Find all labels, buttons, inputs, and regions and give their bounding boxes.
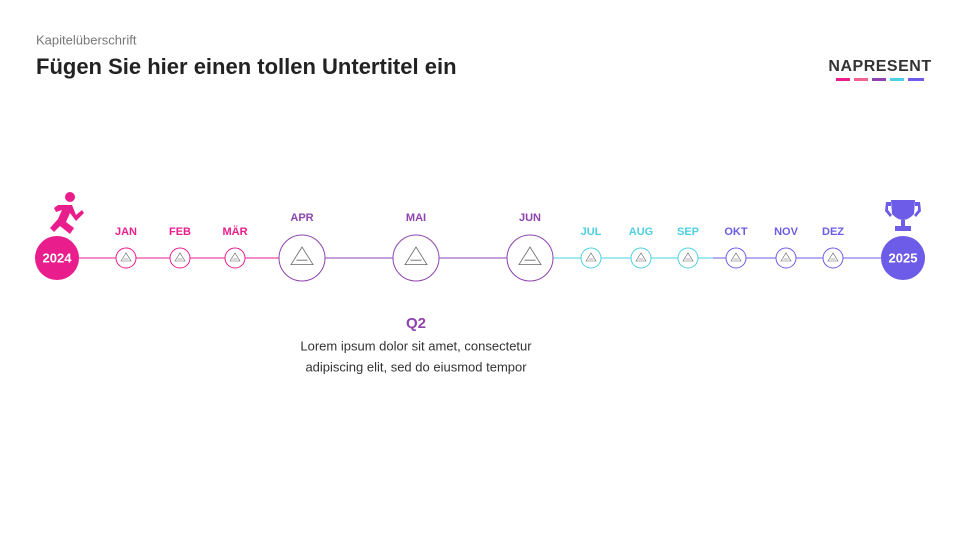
month-label: JAN (115, 226, 137, 238)
month-icon (120, 252, 132, 262)
highlight-line: Lorem ipsum dolor sit amet, consectetur (300, 338, 532, 353)
month-label: MÄR (222, 225, 247, 238)
month-node (580, 247, 602, 269)
month-icon (780, 252, 792, 262)
months: JAN FEB MÄR APR MAI JUN JUL AUG SEP OKT NOV DEZ (115, 212, 844, 282)
end-year: 2025 (889, 250, 918, 265)
logo-text: NAPRESENT (828, 58, 931, 75)
month-label: SEP (677, 226, 699, 238)
month-node (278, 234, 326, 282)
month-label: FEB (169, 226, 191, 238)
month-node (725, 247, 747, 269)
title: Fügen Sie hier einen tollen Untertitel e… (36, 54, 457, 79)
month-icon (682, 252, 694, 262)
month-node (775, 247, 797, 269)
highlight-title: Q2 (406, 315, 426, 332)
month-node (115, 247, 137, 269)
logo: NAPRESENT (828, 58, 931, 81)
month-icon (518, 246, 542, 265)
month-node (224, 247, 246, 269)
kicker: Kapitelüberschrift (36, 32, 137, 47)
month-node (822, 247, 844, 269)
start-year: 2024 (43, 250, 73, 265)
logo-bar (908, 78, 924, 81)
month-label: APR (290, 212, 313, 224)
month-icon (585, 252, 597, 262)
month-icon (174, 252, 186, 262)
month-node (677, 247, 699, 269)
month-label: JUN (519, 212, 541, 224)
start-node (35, 236, 79, 280)
month-node (169, 247, 191, 269)
trophy-icon (885, 200, 921, 231)
month-label: MAI (406, 212, 426, 224)
month-label: JUL (581, 226, 602, 238)
month-label: OKT (724, 226, 748, 238)
month-label: NOV (774, 226, 799, 238)
month-icon (404, 246, 428, 265)
month-node (506, 234, 554, 282)
runner-icon (50, 192, 84, 234)
month-label: AUG (629, 226, 653, 238)
month-node (392, 234, 440, 282)
month-icon (730, 252, 742, 262)
month-label: DEZ (822, 226, 844, 238)
logo-bar (854, 78, 868, 81)
highlight-line: adipiscing elit, sed do eiusmod tempor (305, 359, 527, 374)
month-icon (229, 252, 241, 262)
logo-bar (890, 78, 904, 81)
logo-bar (872, 78, 886, 81)
logo-bar (836, 78, 850, 81)
month-icon (635, 252, 647, 262)
month-icon (290, 246, 314, 265)
month-icon (827, 252, 839, 262)
end-node (881, 236, 925, 280)
month-node (630, 247, 652, 269)
